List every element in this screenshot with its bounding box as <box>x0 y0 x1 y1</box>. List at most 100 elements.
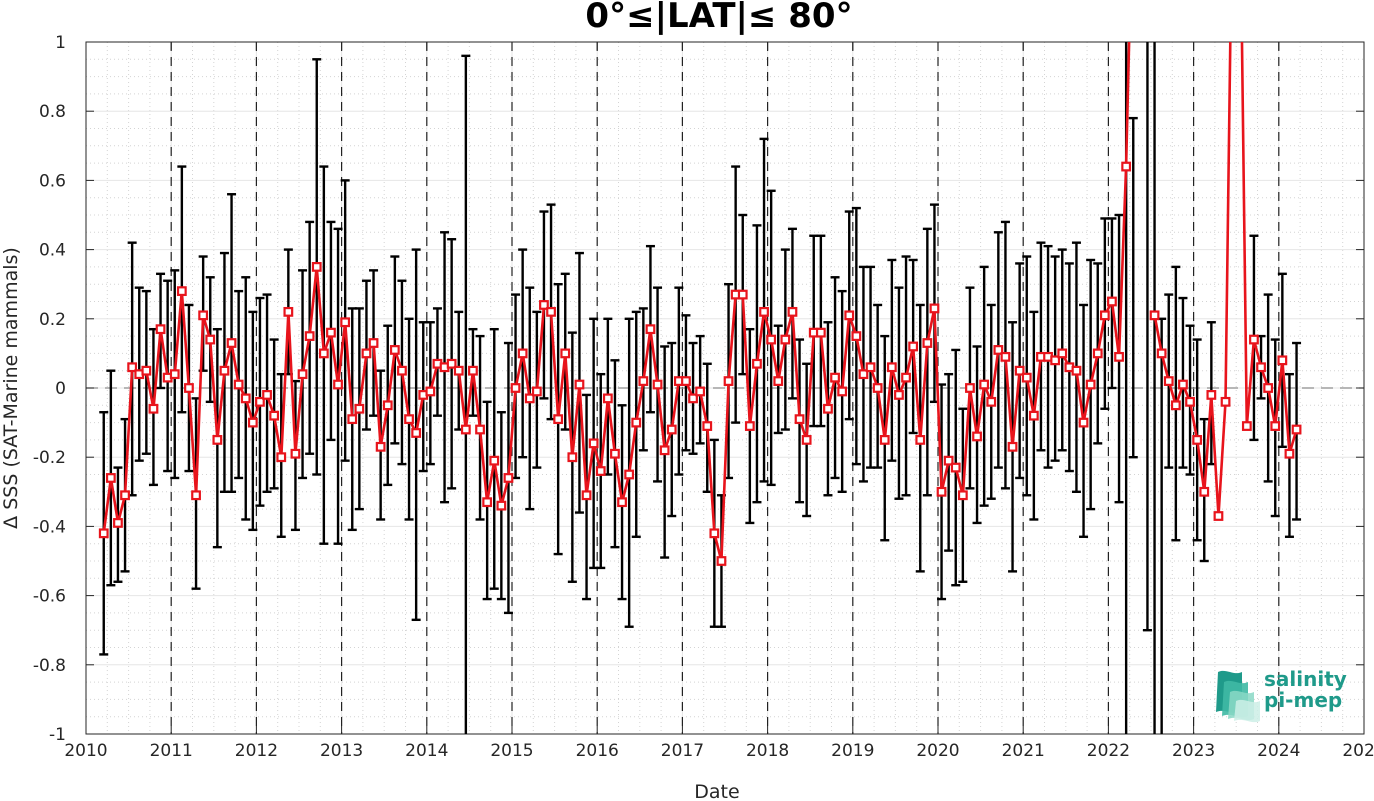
data-point-marker <box>766 334 777 345</box>
data-point-marker <box>191 490 201 501</box>
data-point-marker <box>333 379 343 390</box>
data-point-marker <box>1270 421 1281 431</box>
data-point-marker <box>815 327 826 338</box>
data-point-marker <box>737 289 748 300</box>
data-point-marker <box>794 414 805 425</box>
data-point-marker <box>219 365 230 376</box>
data-point-marker <box>1163 376 1174 386</box>
x-tick-label: 2017 <box>661 741 704 761</box>
data-point-marker <box>354 403 365 414</box>
data-point-marker <box>1114 351 1124 362</box>
data-point-marker <box>581 490 592 501</box>
y-tick-label: -0.6 <box>33 587 66 607</box>
logo-text-line2: pi-mep <box>1264 688 1342 712</box>
y-tick-label: 0 <box>55 379 66 399</box>
data-point-marker <box>993 345 1004 355</box>
tick-labels: 2010 2011 2012 2013 2014 2015 2016 2017 2018 2019… <box>33 33 1374 761</box>
data-point-marker <box>936 486 947 497</box>
data-point-marker <box>340 317 351 328</box>
data-point-marker <box>1057 348 1068 359</box>
data-point-marker <box>98 528 109 539</box>
x-axis-label: Date <box>694 781 739 801</box>
data-point-marker <box>610 448 620 459</box>
y-tick-label: 0.6 <box>39 171 66 191</box>
data-point-marker <box>510 383 521 393</box>
data-point-marker <box>127 362 138 373</box>
data-point-marker <box>915 435 926 445</box>
data-point-marker <box>617 497 627 508</box>
data-point-marker <box>326 327 336 338</box>
data-point-marker <box>1170 400 1181 411</box>
data-point-marker <box>105 473 116 483</box>
data-point-marker <box>666 424 677 435</box>
x-tick-label: 2013 <box>320 741 363 761</box>
logo-text-line1: salinity <box>1264 667 1347 691</box>
data-point-marker <box>240 393 251 404</box>
x-tick-label: 2020 <box>916 741 959 761</box>
data-point-marker <box>318 348 329 359</box>
data-point-marker <box>1284 448 1295 459</box>
x-tick-label: 2024 <box>1257 741 1300 761</box>
data-point-marker <box>226 338 237 348</box>
data-point-marker <box>574 379 585 390</box>
data-point-marker <box>262 390 272 400</box>
data-point-marker <box>752 358 762 369</box>
data-point-marker <box>1249 334 1259 345</box>
data-point-marker <box>475 424 485 435</box>
data-point-marker <box>837 386 848 397</box>
data-point-marker <box>233 379 244 390</box>
data-point-marker <box>1156 348 1167 359</box>
data-point-marker <box>872 383 883 393</box>
data-point-marker <box>1099 310 1110 321</box>
data-point-marker <box>759 306 769 317</box>
y-tick-label: -0.8 <box>33 656 66 676</box>
data-point-marker <box>1107 296 1117 307</box>
data-point-marker <box>631 417 642 428</box>
x-tick-label: 2023 <box>1172 741 1215 761</box>
data-point-marker <box>1220 396 1231 407</box>
data-point-marker <box>297 369 308 380</box>
data-point-marker <box>176 286 187 297</box>
data-point-marker <box>943 455 954 466</box>
data-point-marker <box>361 348 372 359</box>
data-point-marker <box>1206 390 1217 400</box>
data-point-marker <box>787 306 798 317</box>
data-point-marker <box>269 410 280 421</box>
data-point-marker <box>950 462 961 473</box>
data-point-marker <box>283 306 294 317</box>
data-point-marker <box>844 310 855 321</box>
x-tick-label: 2016 <box>576 741 619 761</box>
y-tick-label: -1 <box>49 725 66 745</box>
data-point-marker <box>858 369 869 380</box>
data-point-marker <box>865 362 876 373</box>
data-point-marker <box>1021 372 1032 383</box>
data-point-marker <box>375 441 386 452</box>
data-point-marker <box>1121 161 1132 172</box>
data-point-marker <box>1178 379 1188 390</box>
y-tick-label: -0.4 <box>33 517 66 537</box>
data-point-marker <box>1213 511 1224 521</box>
data-point-marker <box>709 528 720 539</box>
data-point-marker <box>645 324 656 335</box>
data-point-marker <box>539 300 549 310</box>
data-point-marker <box>411 428 422 438</box>
x-tick-label: 2022 <box>1087 741 1130 761</box>
data-point-marker <box>659 445 670 456</box>
data-point-marker <box>446 358 457 369</box>
data-point-marker <box>886 362 897 373</box>
series-line <box>102 42 1298 563</box>
data-point-marker <box>553 414 564 425</box>
data-point-marker <box>141 365 152 376</box>
data-point-marker <box>702 421 713 431</box>
grid-layer <box>85 41 1365 735</box>
data-point-marker <box>1007 441 1018 452</box>
data-point-marker <box>347 414 358 425</box>
data-point-marker <box>1199 486 1210 497</box>
data-point-marker <box>247 417 258 428</box>
data-point-marker <box>624 469 635 480</box>
data-point-marker <box>681 376 691 386</box>
data-point-marker <box>929 303 940 314</box>
data-point-marker <box>496 500 507 511</box>
data-point-marker <box>1241 421 1252 431</box>
